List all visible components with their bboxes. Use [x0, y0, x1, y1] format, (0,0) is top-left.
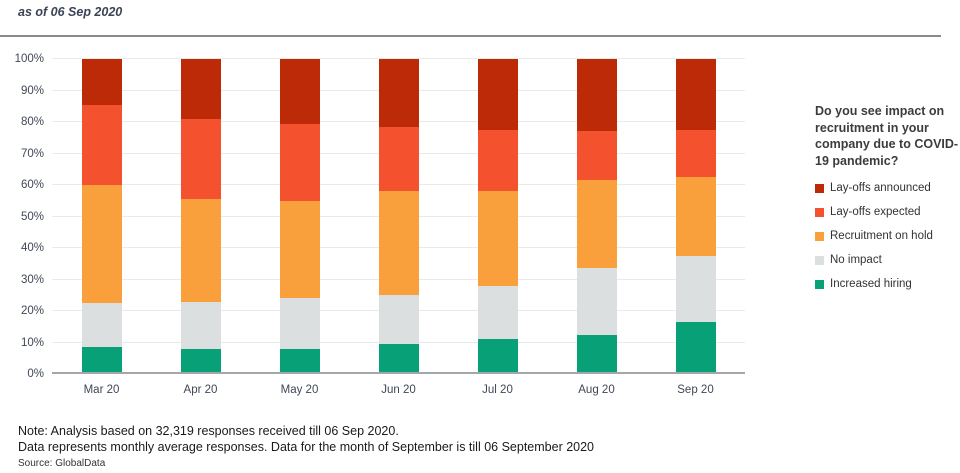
legend-item-label: Lay-offs expected: [830, 206, 921, 218]
legend-item-label: Lay-offs announced: [830, 182, 931, 194]
x-axis-tick-label-aug-20: Aug 20: [578, 384, 615, 396]
bar-segment-no-impact: [378, 295, 419, 345]
bars-container: Mar 20 Apr 20 May 20 Jun 20 Jul 20 Aug 20 Sep …: [52, 59, 745, 396]
legend-swatch-icon: [815, 231, 824, 241]
bar-segment-recruitment-on-hold: [378, 191, 419, 296]
bar-segment-lay-offs-expected: [279, 123, 320, 201]
legend-item-increased-hiring: Increased hiring: [815, 278, 960, 290]
y-axis-tick-label-10: 10%: [20, 336, 44, 349]
chart-legend: Do you see impact on recruitment in your…: [815, 103, 960, 302]
bar-segment-increased-hiring: [81, 347, 122, 374]
x-axis-tick-label-jun-20: Jun 20: [381, 384, 416, 396]
bar-segment-no-impact: [81, 303, 122, 348]
bar-segment-recruitment-on-hold: [279, 200, 320, 299]
legend-question-title: Do you see impact on recruitment in your…: [815, 104, 959, 168]
y-axis-tick-label-20: 20%: [20, 305, 44, 317]
legend-swatch-icon: [815, 183, 824, 193]
bar-column-jun-20: Jun 20: [349, 59, 448, 396]
bar-segment-no-impact: [279, 298, 320, 349]
note-line-1: Note: Analysis based on 32,319 responses…: [18, 424, 399, 438]
source-attribution: Source: GlobalData: [18, 457, 106, 469]
stacked-bar: [477, 59, 518, 374]
legend-item-lay-offs-announced: Lay-offs announced: [815, 182, 960, 194]
as-of-date-label: as of 06 Sep 2020: [18, 5, 123, 19]
stacked-bar: [576, 59, 617, 374]
bar-segment-increased-hiring: [477, 339, 518, 374]
bar-segment-no-impact: [576, 268, 617, 335]
y-axis-tick-label-0: 0%: [27, 368, 44, 380]
legend-item-label: Increased hiring: [830, 278, 912, 290]
bar-segment-lay-offs-announced: [675, 59, 716, 130]
legend-item-label: Recruitment on hold: [830, 230, 933, 242]
stacked-bar: [279, 59, 320, 374]
legend-item-no-impact: No impact: [815, 254, 960, 266]
x-axis-tick-label-may-20: May 20: [280, 384, 319, 396]
gridline-100: [52, 58, 745, 59]
bar-segment-increased-hiring: [675, 322, 716, 374]
bar-segment-lay-offs-announced: [81, 59, 122, 105]
bar-segment-lay-offs-announced: [576, 59, 617, 132]
bar-column-apr-20: Apr 20: [151, 59, 250, 396]
bar-segment-lay-offs-announced: [378, 59, 419, 127]
stacked-bar: [81, 59, 122, 374]
legend-swatch-icon: [815, 255, 824, 265]
bar-segment-lay-offs-announced: [180, 59, 221, 119]
y-axis-tick-label-50: 50%: [20, 210, 44, 223]
y-axis-tick-label-90: 90%: [20, 84, 44, 97]
bar-column-sep-20: Sep 20: [646, 59, 745, 396]
legend-swatch-icon: [815, 207, 824, 217]
legend-item-label: No impact: [830, 254, 882, 266]
bar-segment-increased-hiring: [180, 348, 221, 374]
x-axis-tick-label-jul-20: Jul 20: [482, 384, 513, 396]
bar-segment-lay-offs-expected: [378, 126, 419, 192]
bar-segment-lay-offs-expected: [675, 129, 716, 178]
stacked-bar: [675, 59, 716, 374]
bar-column-jul-20: Jul 20: [448, 59, 547, 396]
header-divider: [0, 35, 941, 37]
legend-items: Lay-offs announced Lay-offs expected Recru…: [815, 182, 960, 290]
y-axis-tick-label-70: 70%: [20, 147, 44, 160]
x-axis-tick-label-apr-20: Apr 20: [183, 384, 218, 396]
bar-column-aug-20: Aug 20: [547, 59, 646, 396]
bar-segment-lay-offs-expected: [477, 129, 518, 192]
y-axis-tick-label-30: 30%: [20, 273, 44, 286]
footnotes: Note: Analysis based on 32,319 responses…: [18, 423, 594, 469]
bar-segment-increased-hiring: [576, 334, 617, 374]
bar-segment-no-impact: [477, 285, 518, 340]
legend-swatch-icon: [815, 279, 824, 289]
y-axis-tick-label-80: 80%: [20, 116, 44, 128]
stacked-bar: [378, 59, 419, 374]
y-axis-tick-label-60: 60%: [20, 179, 44, 191]
bar-segment-recruitment-on-hold: [477, 191, 518, 286]
bar-segment-lay-offs-announced: [477, 59, 518, 130]
y-axis-tick-label-100: 100%: [14, 53, 44, 65]
stacked-bar: [180, 59, 221, 374]
bar-segment-recruitment-on-hold: [576, 180, 617, 269]
bar-segment-no-impact: [180, 301, 221, 349]
bar-segment-lay-offs-expected: [180, 118, 221, 200]
x-axis-tick-label-sep-20: Sep 20: [677, 384, 714, 396]
x-axis-tick-label-mar-20: Mar 20: [83, 384, 120, 396]
bar-segment-lay-offs-announced: [279, 59, 320, 124]
y-axis-tick-label-40: 40%: [20, 242, 44, 254]
legend-item-recruitment-on-hold: Recruitment on hold: [815, 230, 960, 242]
bar-segment-no-impact: [675, 255, 716, 323]
stacked-bar-chart: 0% 10% 20% 30% 40% 50% 60% 70% 80% 90% 100% Mar 20 A…: [15, 53, 745, 396]
bar-segment-lay-offs-expected: [576, 131, 617, 181]
bar-segment-recruitment-on-hold: [81, 184, 122, 304]
note-line-2: Data represents monthly average response…: [18, 440, 595, 455]
bar-segment-increased-hiring: [378, 344, 419, 374]
x-axis-line: [52, 372, 745, 374]
bar-segment-lay-offs-expected: [81, 104, 122, 185]
bar-segment-recruitment-on-hold: [180, 199, 221, 302]
bar-segment-increased-hiring: [279, 348, 320, 374]
legend-item-lay-offs-expected: Lay-offs expected: [815, 206, 960, 218]
bar-column-may-20: May 20: [250, 59, 349, 396]
bar-column-mar-20: Mar 20: [52, 59, 151, 396]
bar-segment-recruitment-on-hold: [675, 177, 716, 256]
